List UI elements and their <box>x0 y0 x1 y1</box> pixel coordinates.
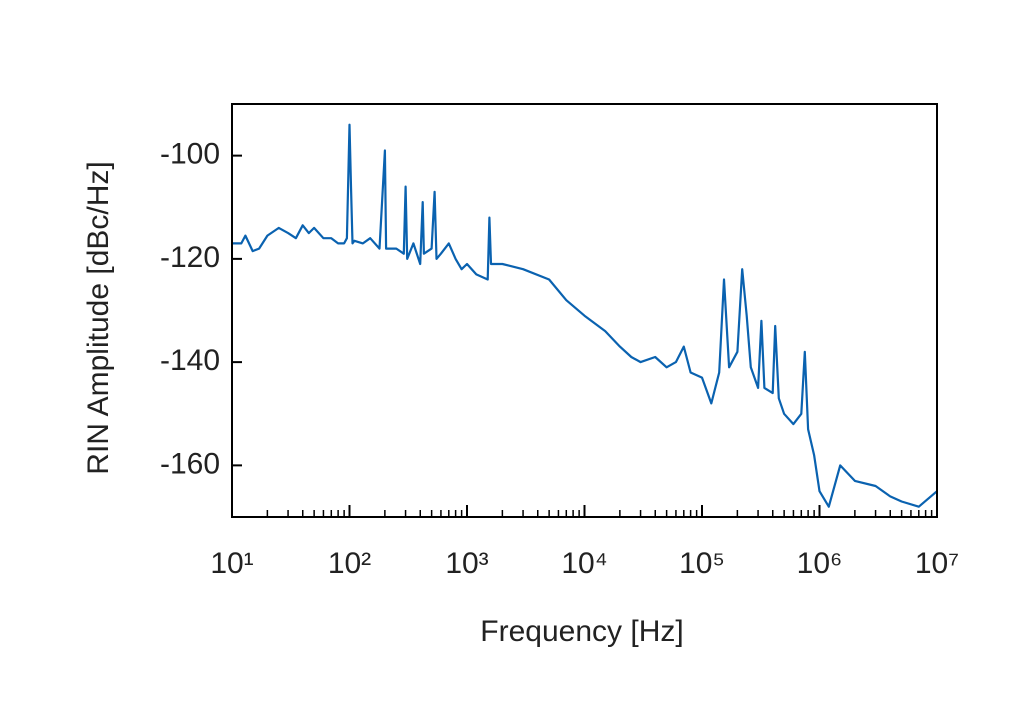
x-tick-label: 10² <box>328 547 371 580</box>
x-tick-label: 10⁴ <box>561 547 607 580</box>
x-axis-label: Frequency [Hz] <box>480 615 683 648</box>
y-tick-label: -140 <box>160 344 220 377</box>
y-axis-label: RIN Amplitude [dBc/Hz] <box>82 161 115 474</box>
x-tick-label: 10⁶ <box>797 547 843 580</box>
y-tick-label: -120 <box>160 241 220 274</box>
plot-frame <box>231 103 938 518</box>
x-tick-label: 10⁵ <box>679 547 725 580</box>
x-tick-label: 10³ <box>445 547 488 580</box>
x-tick-label: 10⁷ <box>915 547 959 580</box>
x-tick-label: 10¹ <box>210 547 253 580</box>
data-line <box>232 123 937 508</box>
y-tick-label: -160 <box>160 447 220 480</box>
y-tick-label: -100 <box>160 138 220 171</box>
